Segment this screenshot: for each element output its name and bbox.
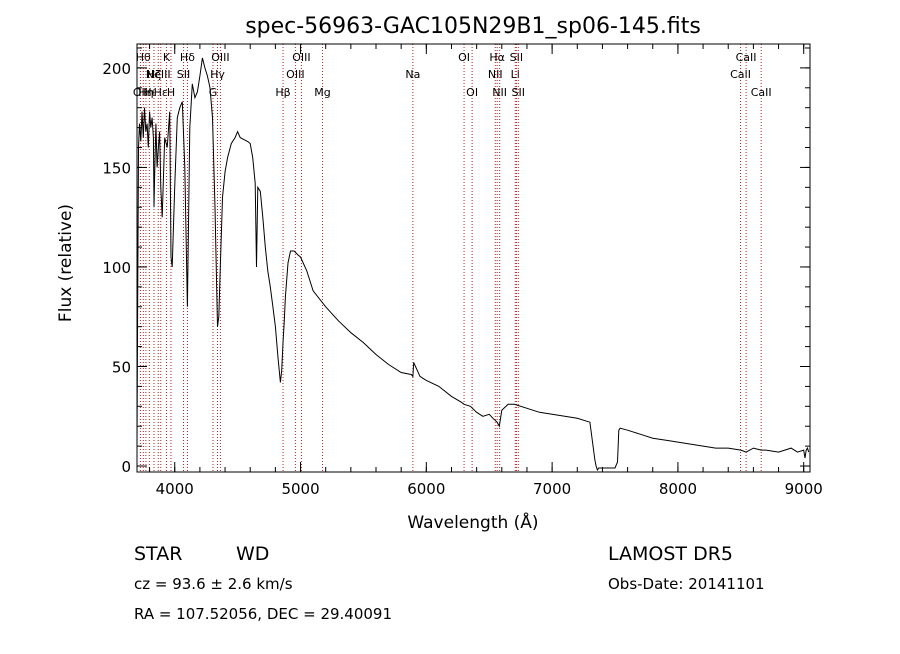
y-tick-label: 200	[102, 60, 131, 78]
axis-ticks: 4000 5000 6000 7000 8000 9000 0 50 100 150 200	[102, 44, 823, 498]
spectrum-line	[136, 57, 810, 472]
plot-frame	[136, 43, 811, 473]
x-tick-label: 4000	[156, 480, 194, 498]
chart-title: spec-56963-GAC105N29B1_sp06-145.fits	[245, 14, 701, 39]
object-subclass: WD	[236, 543, 269, 565]
spectral-line-label: NeIII	[146, 68, 171, 81]
spectral-line-label: OI	[458, 51, 470, 64]
x-tick-label: 7000	[533, 480, 571, 498]
observation-date: Obs-Date: 20141101	[608, 575, 765, 593]
spectral-line-label: OIII	[211, 51, 229, 64]
spectral-line-label: OI	[466, 86, 478, 99]
spectral-line-label: Li	[511, 68, 520, 81]
spectral-lines: OIIHθHηHιHζNeIIIHεKHSIIHδGHγOIIIHβOIIIOI…	[133, 44, 772, 472]
x-tick-label: 5000	[281, 480, 319, 498]
spectral-line-label: NII	[492, 86, 507, 99]
spectral-line-label: CaII	[736, 51, 757, 64]
x-axis-label: Wavelength (Å)	[407, 511, 538, 533]
spectral-line-label: K	[163, 51, 171, 64]
coordinates: RA = 107.52056, DEC = 29.40091	[134, 605, 392, 623]
spectral-line-label: Hζ	[147, 68, 161, 81]
redshift-cz: cz = 93.6 ± 2.6 km/s	[134, 575, 293, 593]
object-class: STAR	[134, 543, 182, 565]
x-tick-label: 8000	[659, 480, 697, 498]
x-tick-label: 6000	[407, 480, 445, 498]
spectral-line-label: NII	[488, 68, 503, 81]
spectral-line-label: Hβ	[275, 86, 290, 99]
spectral-line-label: G	[209, 86, 218, 99]
y-tick-label: 100	[102, 259, 131, 277]
spectral-line-label: CaII	[751, 86, 772, 99]
spectral-line-label: Hε	[154, 86, 168, 99]
x-tick-label: 9000	[785, 480, 823, 498]
y-tick-label: 150	[102, 159, 131, 177]
spectral-line-label: Hθ	[136, 51, 151, 64]
spectral-line-label: SII	[510, 51, 523, 64]
spectral-line-label: Mg	[314, 86, 330, 99]
spectral-line-label: SII	[177, 68, 190, 81]
spectral-line-label: Hα	[489, 51, 505, 64]
spectral-line-label: OIII	[286, 68, 304, 81]
spectral-line-label: Hδ	[180, 51, 195, 64]
y-axis-label: Flux (relative)	[56, 204, 76, 322]
y-tick-label: 0	[121, 458, 131, 476]
spectral-line-label: SII	[512, 86, 525, 99]
y-tick-label: 50	[112, 358, 131, 376]
spectral-line-label: Hι	[143, 86, 155, 99]
survey-name: LAMOST DR5	[608, 543, 733, 565]
spectral-line-label: OIII	[292, 51, 310, 64]
spectral-line-label: CaII	[730, 68, 751, 81]
spectral-line-label: Hγ	[210, 68, 225, 81]
spectral-line-label: H	[167, 86, 175, 99]
spectral-line-label: Na	[405, 68, 420, 81]
